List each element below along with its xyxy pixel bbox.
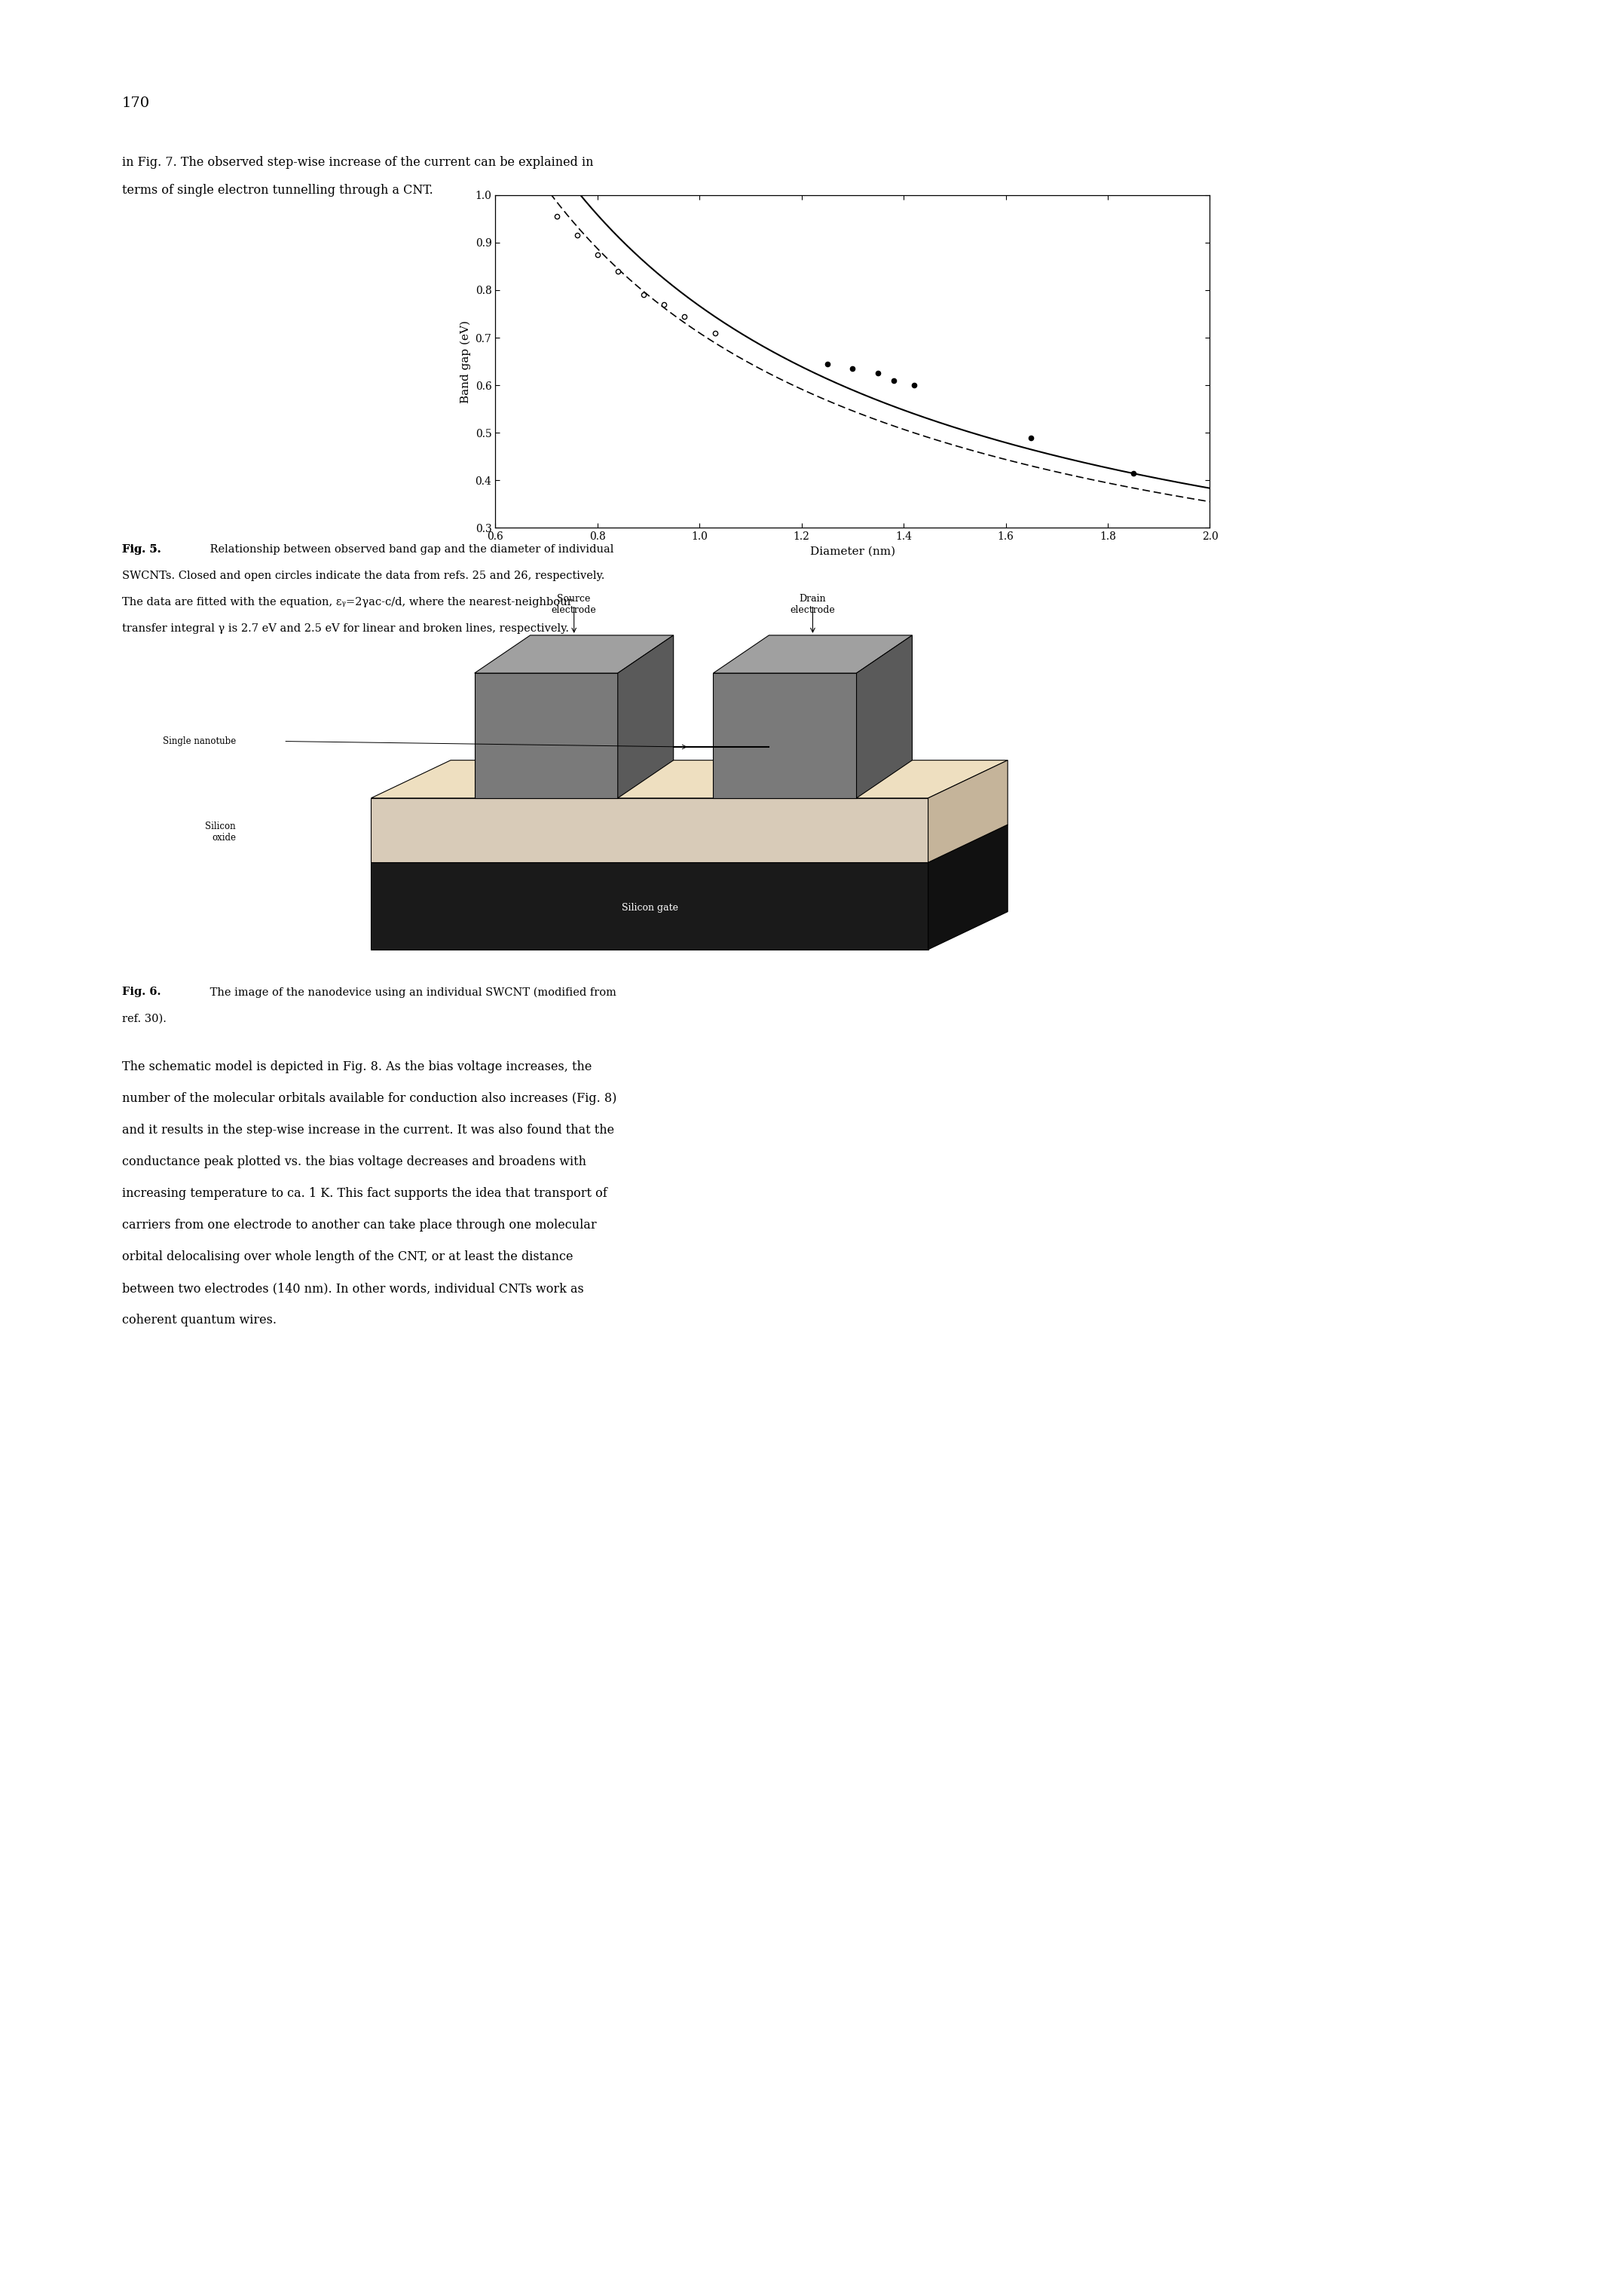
- Text: Source
electrode: Source electrode: [552, 594, 596, 615]
- Polygon shape: [370, 799, 929, 863]
- Text: between two electrodes (140 nm). In other words, individual CNTs work as: between two electrodes (140 nm). In othe…: [122, 1283, 583, 1294]
- Text: The schematic model is depicted in Fig. 8. As the bias voltage increases, the: The schematic model is depicted in Fig. …: [122, 1060, 591, 1074]
- Text: coherent quantum wires.: coherent quantum wires.: [122, 1313, 276, 1327]
- Text: Silicon gate: Silicon gate: [622, 902, 677, 913]
- Text: The image of the nanodevice using an individual SWCNT (modified from: The image of the nanodevice using an ind…: [206, 987, 615, 998]
- Polygon shape: [370, 824, 1009, 863]
- Text: number of the molecular orbitals available for conduction also increases (Fig. 8: number of the molecular orbitals availab…: [122, 1092, 617, 1104]
- Polygon shape: [617, 636, 674, 799]
- Text: conductance peak plotted vs. the bias voltage decreases and broadens with: conductance peak plotted vs. the bias vo…: [122, 1154, 586, 1168]
- Text: in Fig. 7. The observed step-wise increase of the current can be explained in: in Fig. 7. The observed step-wise increa…: [122, 156, 593, 170]
- Text: carriers from one electrode to another can take place through one molecular: carriers from one electrode to another c…: [122, 1219, 596, 1232]
- Text: transfer integral γ is 2.7 eV and 2.5 eV for linear and broken lines, respective: transfer integral γ is 2.7 eV and 2.5 eV…: [122, 622, 568, 633]
- Text: SWCNTs. Closed and open circles indicate the data from refs. 25 and 26, respecti: SWCNTs. Closed and open circles indicate…: [122, 569, 604, 581]
- Text: Silicon
oxide: Silicon oxide: [205, 822, 235, 842]
- Polygon shape: [929, 824, 1009, 950]
- Polygon shape: [370, 863, 929, 950]
- Polygon shape: [713, 672, 856, 799]
- Text: Fig. 5.: Fig. 5.: [122, 544, 161, 555]
- Text: terms of single electron tunnelling through a CNT.: terms of single electron tunnelling thro…: [122, 184, 434, 197]
- Text: Relationship between observed band gap and the diameter of individual: Relationship between observed band gap a…: [206, 544, 614, 555]
- Text: Drain
electrode: Drain electrode: [791, 594, 835, 615]
- Polygon shape: [856, 636, 913, 799]
- Polygon shape: [929, 760, 1009, 863]
- Polygon shape: [370, 760, 1009, 799]
- Text: The data are fitted with the equation, εᵧ=2γaᴄ-ᴄ/d, where the nearest-neighbour: The data are fitted with the equation, ε…: [122, 597, 572, 608]
- Text: Fig. 5.: Fig. 5.: [122, 544, 161, 555]
- Text: increasing temperature to ca. 1 K. This fact supports the idea that transport of: increasing temperature to ca. 1 K. This …: [122, 1187, 607, 1200]
- Polygon shape: [713, 636, 913, 672]
- Text: and it results in the step-wise increase in the current. It was also found that : and it results in the step-wise increase…: [122, 1125, 614, 1136]
- Polygon shape: [474, 672, 617, 799]
- Polygon shape: [474, 636, 674, 672]
- Y-axis label: Band gap (eV): Band gap (eV): [460, 319, 471, 404]
- Text: Single nanotube: Single nanotube: [162, 737, 235, 746]
- X-axis label: Diameter (nm): Diameter (nm): [810, 546, 895, 558]
- Text: Fig. 6.: Fig. 6.: [122, 987, 161, 998]
- Text: orbital delocalising over whole length of the CNT, or at least the distance: orbital delocalising over whole length o…: [122, 1251, 573, 1262]
- Text: ref. 30).: ref. 30).: [122, 1014, 166, 1024]
- Text: 170: 170: [122, 96, 149, 110]
